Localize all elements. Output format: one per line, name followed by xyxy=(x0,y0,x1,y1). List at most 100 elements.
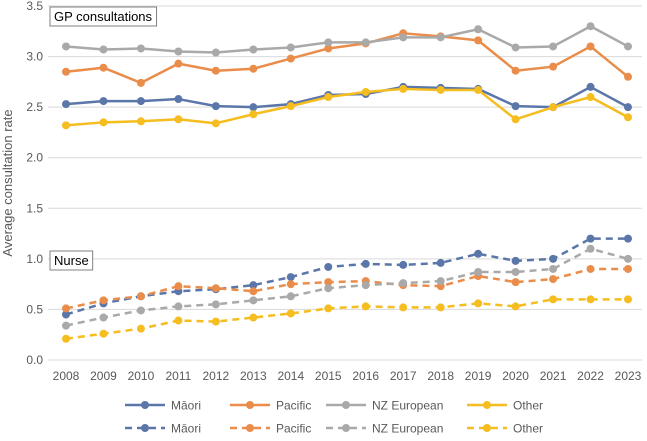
series-line-gp-consultations-0 xyxy=(65,85,629,109)
data-point xyxy=(624,42,632,51)
data-point xyxy=(62,100,70,109)
panel-label-nurse-box xyxy=(49,250,94,271)
data-point xyxy=(62,67,70,76)
legend-swatch-marker xyxy=(246,401,254,409)
data-point xyxy=(286,273,295,282)
series-line-nurse-1 xyxy=(65,267,628,310)
legend-swatch-marker xyxy=(141,424,149,432)
legend-label: NZ European xyxy=(372,422,443,436)
legend-label: Pacific xyxy=(276,399,311,413)
data-point xyxy=(549,103,558,112)
data-point xyxy=(586,295,595,304)
data-point xyxy=(174,59,183,68)
legend-label: Other xyxy=(513,422,543,436)
y-tick-label: 1.5 xyxy=(26,201,43,215)
data-point xyxy=(99,313,108,322)
x-tick-label: 2015 xyxy=(315,369,342,383)
data-point xyxy=(549,264,558,273)
legend: Māori Pacific NZ European Other Māori Pacific… xyxy=(125,399,543,436)
data-point xyxy=(549,254,558,263)
data-point xyxy=(211,48,220,57)
data-point xyxy=(249,45,258,54)
data-point xyxy=(62,304,70,313)
data-point xyxy=(474,25,483,34)
series-line-gp-consultations-2 xyxy=(65,24,629,54)
data-point xyxy=(474,36,483,45)
data-point xyxy=(399,84,408,93)
y-tick-label: 0.5 xyxy=(26,302,43,316)
data-point xyxy=(136,78,145,87)
data-point xyxy=(174,282,183,291)
data-point xyxy=(249,287,258,296)
y-tick-label: 2.5 xyxy=(26,100,43,114)
y-tick-label: 1.0 xyxy=(26,252,43,266)
data-point xyxy=(549,62,558,71)
data-point xyxy=(136,324,145,333)
x-tick-label: 2010 xyxy=(128,369,155,383)
data-point xyxy=(136,292,145,301)
data-point xyxy=(474,299,483,308)
data-point xyxy=(211,66,220,75)
x-tick-label: 2013 xyxy=(240,369,267,383)
data-point xyxy=(586,42,595,51)
data-point xyxy=(436,33,445,42)
data-point xyxy=(324,284,333,293)
data-point xyxy=(62,321,70,330)
x-tick-label: 2018 xyxy=(427,369,454,383)
data-point xyxy=(436,85,445,94)
data-point xyxy=(324,38,333,47)
data-point xyxy=(624,234,632,243)
data-point xyxy=(286,54,295,63)
x-tick-label: 2011 xyxy=(165,369,191,383)
panel-label-gp-box xyxy=(49,6,158,27)
data-point xyxy=(136,306,145,315)
data-point xyxy=(324,44,333,53)
data-point xyxy=(436,277,445,286)
legend-swatch-marker xyxy=(342,424,350,432)
x-tick-label: 2016 xyxy=(352,369,379,383)
panel-labels: GP consultations Nurse xyxy=(49,6,158,271)
data-point xyxy=(511,302,520,311)
data-point xyxy=(286,292,295,301)
data-point xyxy=(549,295,558,304)
data-point xyxy=(511,278,520,287)
series-line-nurse-0 xyxy=(65,237,628,316)
data-point xyxy=(511,102,520,111)
data-point xyxy=(586,22,595,31)
data-point xyxy=(624,295,632,304)
data-point xyxy=(474,249,483,258)
data-point xyxy=(511,66,520,75)
data-point xyxy=(624,113,632,122)
data-point xyxy=(399,33,408,42)
y-tick-label: 2.0 xyxy=(26,151,43,165)
data-point xyxy=(211,102,220,111)
legend-swatch-marker xyxy=(141,401,149,409)
data-point xyxy=(249,296,258,305)
x-tick-label: 2023 xyxy=(615,369,642,383)
axes: 0.0 0.5 1.0 1.5 2.0 2.5 3.0 3.5 2008 2009 2010 2011… xyxy=(0,0,642,383)
data-point xyxy=(211,284,220,293)
x-tick-label: 2008 xyxy=(53,369,80,383)
x-tick-label: 2009 xyxy=(90,369,117,383)
series-line-gp-consultations-3 xyxy=(65,87,629,127)
data-point xyxy=(99,296,108,305)
data-point xyxy=(174,95,183,104)
panel-label-nurse: Nurse xyxy=(54,253,89,268)
data-point xyxy=(586,234,595,243)
data-point xyxy=(549,275,558,284)
x-tick-label: 2021 xyxy=(540,369,567,383)
data-point xyxy=(361,87,370,96)
data-point xyxy=(174,47,183,56)
x-tick-label: 2012 xyxy=(203,369,230,383)
y-tick-label: 3.5 xyxy=(26,0,43,13)
legend-label: Māori xyxy=(171,399,201,413)
data-point xyxy=(324,278,333,287)
y-axis-title: Average consultation rate xyxy=(0,109,15,256)
data-point xyxy=(511,256,520,265)
data-point xyxy=(511,115,520,124)
data-point xyxy=(624,264,632,273)
legend-swatch-marker xyxy=(342,401,350,409)
y-tick-label: 3.0 xyxy=(26,50,43,64)
data-point xyxy=(286,102,295,111)
